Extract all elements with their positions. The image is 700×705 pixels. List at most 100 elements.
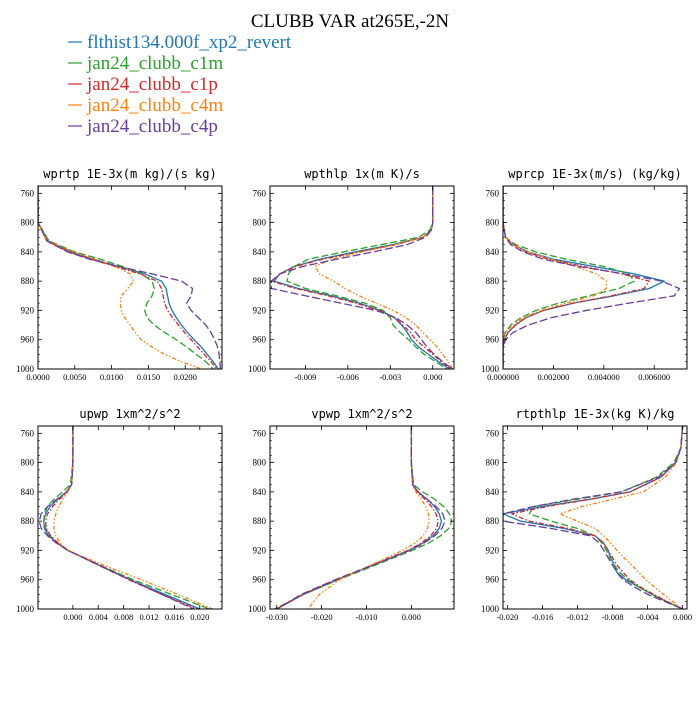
panel-wpthlp: wpthlp 1x(m K)/s 760 800 840 880 920 960 1000 -0… — [248, 167, 455, 382]
panel-rtpthlp: rtpthlp 1E-3x(kg K)/kg 760 800 840 880 920 960… — [481, 407, 692, 622]
y-tick-label: 840 — [486, 487, 500, 497]
y-tick-label: 880 — [253, 276, 267, 286]
panel-title: rtpthlp 1E-3x(kg K)/kg — [516, 407, 675, 421]
x-tick-label: 0.000 — [402, 612, 421, 622]
plot-frame — [37, 425, 223, 610]
y-tick-label: 920 — [486, 545, 500, 555]
x-tick-label: 0.000 — [673, 612, 692, 622]
legend-item-jan24-clubb-c4p: jan24_clubb_c4p — [68, 116, 218, 137]
x-tick-label: -0.006 — [337, 372, 359, 382]
y-tick-label: 1000 — [248, 364, 267, 374]
y-tick-label: 800 — [486, 458, 500, 468]
series-line-flthist134-000f-xp2-revert — [43, 426, 201, 609]
plot-frame — [269, 425, 455, 610]
series-line-jan24-clubb-c4m — [559, 426, 684, 609]
series-line-jan24-clubb-c1m — [528, 426, 684, 609]
series-group — [503, 426, 684, 609]
legend-label: jan24_clubb_c1m — [86, 53, 223, 74]
series-group — [270, 186, 454, 369]
series-line-jan24-clubb-c1p — [38, 186, 218, 369]
y-tick-label: 880 — [486, 516, 500, 526]
y-tick-label: 840 — [486, 247, 500, 257]
y-tick-label: 760 — [253, 428, 267, 438]
y-tick-label: 920 — [253, 305, 267, 315]
series-line-jan24-clubb-c4p — [276, 426, 446, 609]
x-tick-label: 0.004000 — [588, 372, 620, 382]
y-tick-label: 960 — [486, 335, 500, 345]
x-tick-label: 0.0200 — [174, 372, 197, 382]
y-tick-label: 920 — [253, 545, 267, 555]
x-tick-label: 0.0000 — [26, 372, 49, 382]
plot-frame — [502, 425, 688, 610]
x-tick-label: 0.008 — [114, 612, 133, 622]
y-tick-label: 800 — [486, 218, 500, 228]
series-line-jan24-clubb-c1p — [511, 426, 684, 609]
y-tick-label: 920 — [21, 305, 35, 315]
x-tick-label: -0.020 — [496, 612, 518, 622]
series-line-jan24-clubb-c4m — [307, 426, 430, 609]
y-tick-label: 960 — [486, 575, 500, 585]
series-line-jan24-clubb-c1p — [44, 426, 197, 609]
x-tick-label: 0.016 — [165, 612, 184, 622]
panel-title: wpthlp 1x(m K)/s — [304, 167, 420, 181]
series-line-flthist134-000f-xp2-revert — [503, 426, 684, 609]
y-tick-label: 880 — [21, 516, 35, 526]
y-tick-label: 960 — [253, 335, 267, 345]
x-tick-label: 0.006000 — [638, 372, 670, 382]
figure-title: CLUBB VAR at265E,-2N — [251, 11, 450, 32]
legend-item-flthist134-000f-xp2-revert: flthist134.000f_xp2_revert — [68, 32, 292, 53]
legend: flthist134.000f_xp2_revertjan24_clubb_c1… — [68, 32, 292, 137]
series-group — [274, 426, 453, 609]
y-tick-label: 880 — [21, 276, 35, 286]
legend-item-jan24-clubb-c1m: jan24_clubb_c1m — [68, 53, 223, 74]
plot-frame — [502, 185, 688, 370]
y-tick-label: 880 — [253, 516, 267, 526]
y-tick-label: 1000 — [16, 604, 35, 614]
legend-item-jan24-clubb-c4m: jan24_clubb_c4m — [68, 95, 223, 116]
y-tick-label: 760 — [253, 188, 267, 198]
x-tick-label: -0.030 — [266, 612, 288, 622]
series-line-jan24-clubb-c4m — [314, 186, 454, 369]
y-tick-label: 760 — [21, 188, 35, 198]
series-line-jan24-clubb-c4p — [503, 186, 681, 369]
y-tick-label: 960 — [253, 575, 267, 585]
series-line-jan24-clubb-c1p — [276, 426, 439, 609]
y-tick-label: 800 — [21, 458, 35, 468]
y-tick-label: 920 — [486, 305, 500, 315]
x-tick-label: 0.0050 — [63, 372, 86, 382]
y-tick-label: 1000 — [248, 604, 267, 614]
panel-title: upwp 1xm^2/s^2 — [79, 407, 180, 421]
y-tick-label: 1000 — [481, 604, 500, 614]
panel-wprcp: wprcp 1E-3x(m/s) (kg/kg) 760 800 840 880 920 9… — [481, 167, 688, 382]
y-tick-label: 840 — [21, 247, 35, 257]
y-tick-label: 1000 — [16, 364, 35, 374]
x-tick-label: -0.020 — [311, 612, 333, 622]
y-tick-label: 760 — [486, 428, 500, 438]
legend-label: flthist134.000f_xp2_revert — [87, 32, 292, 53]
panel-title: wprcp 1E-3x(m/s) (kg/kg) — [508, 167, 681, 181]
x-tick-label: 0.020 — [190, 612, 209, 622]
series-line-jan24-clubb-c4p — [38, 426, 194, 609]
y-tick-label: 800 — [253, 218, 267, 228]
x-tick-label: 0.002000 — [537, 372, 569, 382]
y-tick-label: 800 — [253, 458, 267, 468]
x-tick-label: 0.012 — [139, 612, 158, 622]
series-line-jan24-clubb-c1m — [38, 186, 214, 369]
series-line-jan24-clubb-c4p — [270, 186, 453, 369]
y-tick-label: 800 — [21, 218, 35, 228]
x-tick-label: -0.009 — [294, 372, 316, 382]
y-tick-label: 960 — [21, 575, 35, 585]
panel-vpwp: vpwp 1xm^2/s^27608008408809209601000-0.0… — [248, 407, 455, 622]
series-line-jan24-clubb-c1p — [503, 186, 650, 369]
panels: wprtp 1E-3x(m kg)/(s kg) 760 800 840 880 920 9… — [16, 167, 692, 622]
plot-frame — [269, 185, 455, 370]
series-line-jan24-clubb-c1m — [43, 426, 210, 609]
y-tick-label: 840 — [253, 487, 267, 497]
y-tick-label: 1000 — [481, 364, 500, 374]
y-tick-label: 840 — [21, 487, 35, 497]
x-tick-label: -0.012 — [566, 612, 588, 622]
series-line-jan24-clubb-c1m — [274, 426, 453, 609]
x-tick-label: -0.008 — [602, 612, 624, 622]
x-tick-label: 0.000 — [423, 372, 442, 382]
series-line-jan24-clubb-c4p — [503, 426, 684, 609]
